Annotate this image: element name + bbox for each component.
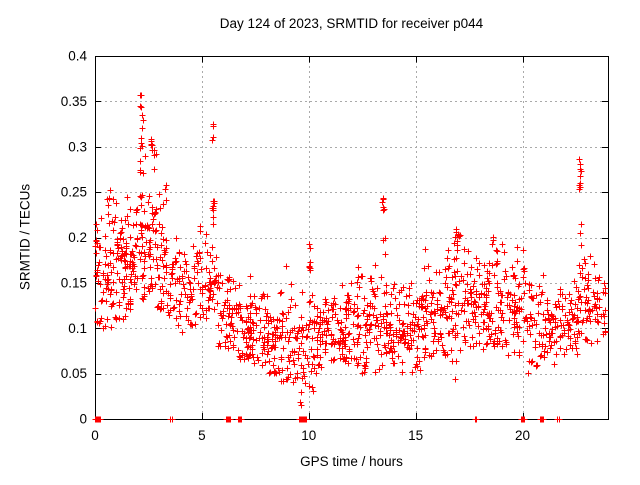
y-tick-label: 0.05 <box>61 366 87 381</box>
x-tick-label: 20 <box>515 428 530 443</box>
x-tick-label: 5 <box>198 428 206 443</box>
y-tick-label: 0.25 <box>61 185 87 200</box>
y-tick-label: 0 <box>79 412 87 427</box>
y-tick-label: 0.4 <box>68 49 87 64</box>
chart-title: Day 124 of 2023, SRMTID for receiver p04… <box>219 16 484 31</box>
y-tick-label: 0.35 <box>61 94 87 109</box>
y-axis-label: SRMTID / TECUs <box>17 183 33 291</box>
y-tick-label: 0.1 <box>68 321 87 336</box>
y-tick-label: 0.15 <box>61 275 87 290</box>
x-tick-labels: 0 5 10 15 20 <box>91 428 530 443</box>
y-tick-label: 0.2 <box>68 230 87 245</box>
scatter-points-path <box>92 92 609 423</box>
x-axis-label: GPS time / hours <box>300 454 403 469</box>
x-tick-label: 15 <box>408 428 423 443</box>
y-tick-labels: 0 0.05 0.1 0.15 0.2 0.25 0.3 0.35 0.4 <box>61 49 88 427</box>
x-tick-label: 0 <box>91 428 99 443</box>
scatter-points <box>92 92 609 423</box>
x-tick-label: 10 <box>301 428 316 443</box>
y-tick-label: 0.3 <box>68 139 87 154</box>
